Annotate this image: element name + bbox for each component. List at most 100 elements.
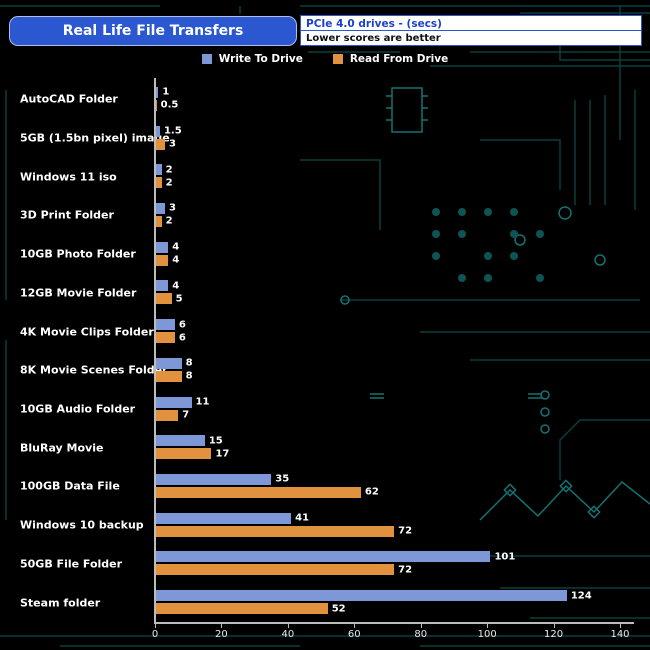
- category-label: 10GB Audio Folder: [20, 402, 136, 416]
- chart-title: Real Life File Transfers: [9, 16, 297, 46]
- value-label: 6: [178, 319, 186, 331]
- category-label: 12GB Movie Folder: [20, 286, 137, 300]
- write-bar: [155, 590, 567, 602]
- value-label: 62: [364, 486, 379, 498]
- write-bar: [155, 202, 165, 214]
- value-label: 7: [182, 409, 190, 421]
- value-label: 4: [172, 280, 180, 292]
- value-label: 17: [215, 448, 230, 460]
- value-label: 5: [175, 293, 183, 305]
- write-bar: [155, 435, 205, 447]
- x-tick-label: 20: [215, 629, 228, 640]
- category-label: 4K Movie Clips Folder: [20, 325, 154, 339]
- value-label: 0.5: [160, 99, 179, 111]
- legend-item-read: Read From Drive: [332, 53, 449, 65]
- chart-row: 10GB Photo Folder 4 4: [0, 235, 650, 274]
- legend-label-write: Write To Drive: [218, 53, 303, 65]
- value-label: 2: [165, 164, 173, 176]
- chart-row: 5GB (1.5bn pixel) image 1.5 3: [0, 119, 650, 158]
- x-tick-mark: [420, 624, 422, 628]
- x-tick-mark: [620, 624, 621, 628]
- chart-row: 3D Print Folder 3 2: [0, 196, 650, 235]
- value-label: 41: [295, 512, 310, 524]
- value-label: 2: [165, 177, 173, 189]
- chart-subtitle-note: Lower scores are better: [300, 31, 642, 46]
- read-bar: [155, 525, 395, 537]
- x-tick-label: 100: [477, 629, 497, 640]
- category-label: 50GB File Folder: [20, 557, 123, 571]
- x-tick-mark: [155, 624, 156, 628]
- value-label: 52: [331, 603, 346, 615]
- x-tick-mark: [553, 624, 555, 628]
- read-bar: [155, 448, 212, 460]
- legend-label-read: Read From Drive: [349, 53, 449, 65]
- value-label: 35: [275, 473, 290, 485]
- category-label: Windows 11 iso: [20, 170, 117, 184]
- value-label: 2: [165, 215, 173, 227]
- write-bar: [155, 280, 169, 292]
- chart-row: 4K Movie Clips Folder 6 6: [0, 312, 650, 351]
- x-tick-label: 0: [151, 629, 159, 640]
- chart-row: 50GB File Folder 101 72: [0, 545, 650, 584]
- x-tick-label: 80: [414, 629, 428, 640]
- x-tick-mark: [287, 624, 289, 628]
- category-label: Windows 10 backup: [20, 518, 144, 532]
- x-tick-mark: [221, 624, 223, 628]
- write-bar: [155, 396, 192, 408]
- value-label: 4: [172, 241, 180, 253]
- value-label: 6: [178, 332, 186, 344]
- read-bar: [155, 603, 328, 615]
- legend: Write To Drive Read From Drive: [0, 53, 650, 65]
- write-bar: [155, 473, 272, 485]
- value-label: 1.5: [163, 125, 182, 137]
- value-label: 3: [168, 202, 176, 214]
- write-bar: [155, 357, 182, 369]
- legend-swatch-write: [201, 54, 212, 64]
- category-label: 10GB Photo Folder: [20, 247, 136, 261]
- write-bar: [155, 241, 169, 253]
- value-label: 72: [398, 525, 413, 537]
- read-bar: [155, 564, 395, 576]
- chart-row: Steam folder 124 52: [0, 583, 650, 622]
- value-label: 15: [208, 435, 223, 447]
- x-tick-mark: [354, 624, 356, 628]
- read-bar: [155, 138, 165, 150]
- category-label: 3D Print Folder: [20, 208, 114, 222]
- value-label: 8: [185, 370, 193, 382]
- chart-subtitle-drives: PCIe 4.0 drives - (secs): [300, 15, 642, 31]
- category-label: Steam folder: [20, 596, 101, 610]
- chart-row: Windows 10 backup 41 72: [0, 506, 650, 545]
- chart-row: 10GB Audio Folder 11 7: [0, 390, 650, 429]
- read-bar: [155, 215, 162, 227]
- chart-row: BluRay Movie 15 17: [0, 428, 650, 467]
- x-tick-mark: [487, 624, 489, 628]
- value-label: 11: [195, 396, 210, 408]
- category-label: 8K Movie Scenes Folder: [20, 363, 168, 377]
- category-label: BluRay Movie: [20, 441, 104, 455]
- value-label: 1: [162, 86, 170, 98]
- legend-swatch-read: [332, 54, 343, 64]
- value-label: 124: [570, 590, 592, 602]
- x-axis-line: [154, 622, 634, 624]
- read-bar: [155, 409, 179, 421]
- write-bar: [155, 319, 175, 331]
- value-label: 3: [168, 138, 176, 150]
- write-bar: [155, 125, 160, 137]
- value-label: 72: [398, 564, 413, 576]
- write-bar: [155, 86, 159, 98]
- category-label: 5GB (1.5bn pixel) image: [20, 131, 170, 145]
- category-label: AutoCAD Folder: [20, 92, 118, 106]
- y-axis-line: [154, 78, 156, 623]
- x-tick-label: 140: [610, 629, 630, 640]
- x-tick-label: 120: [544, 629, 564, 640]
- legend-item-write: Write To Drive: [201, 53, 303, 65]
- value-label: 4: [172, 254, 180, 266]
- read-bar: [155, 370, 182, 382]
- write-bar: [155, 512, 292, 524]
- chart-row: 8K Movie Scenes Folder 8 8: [0, 351, 650, 390]
- read-bar: [155, 177, 162, 189]
